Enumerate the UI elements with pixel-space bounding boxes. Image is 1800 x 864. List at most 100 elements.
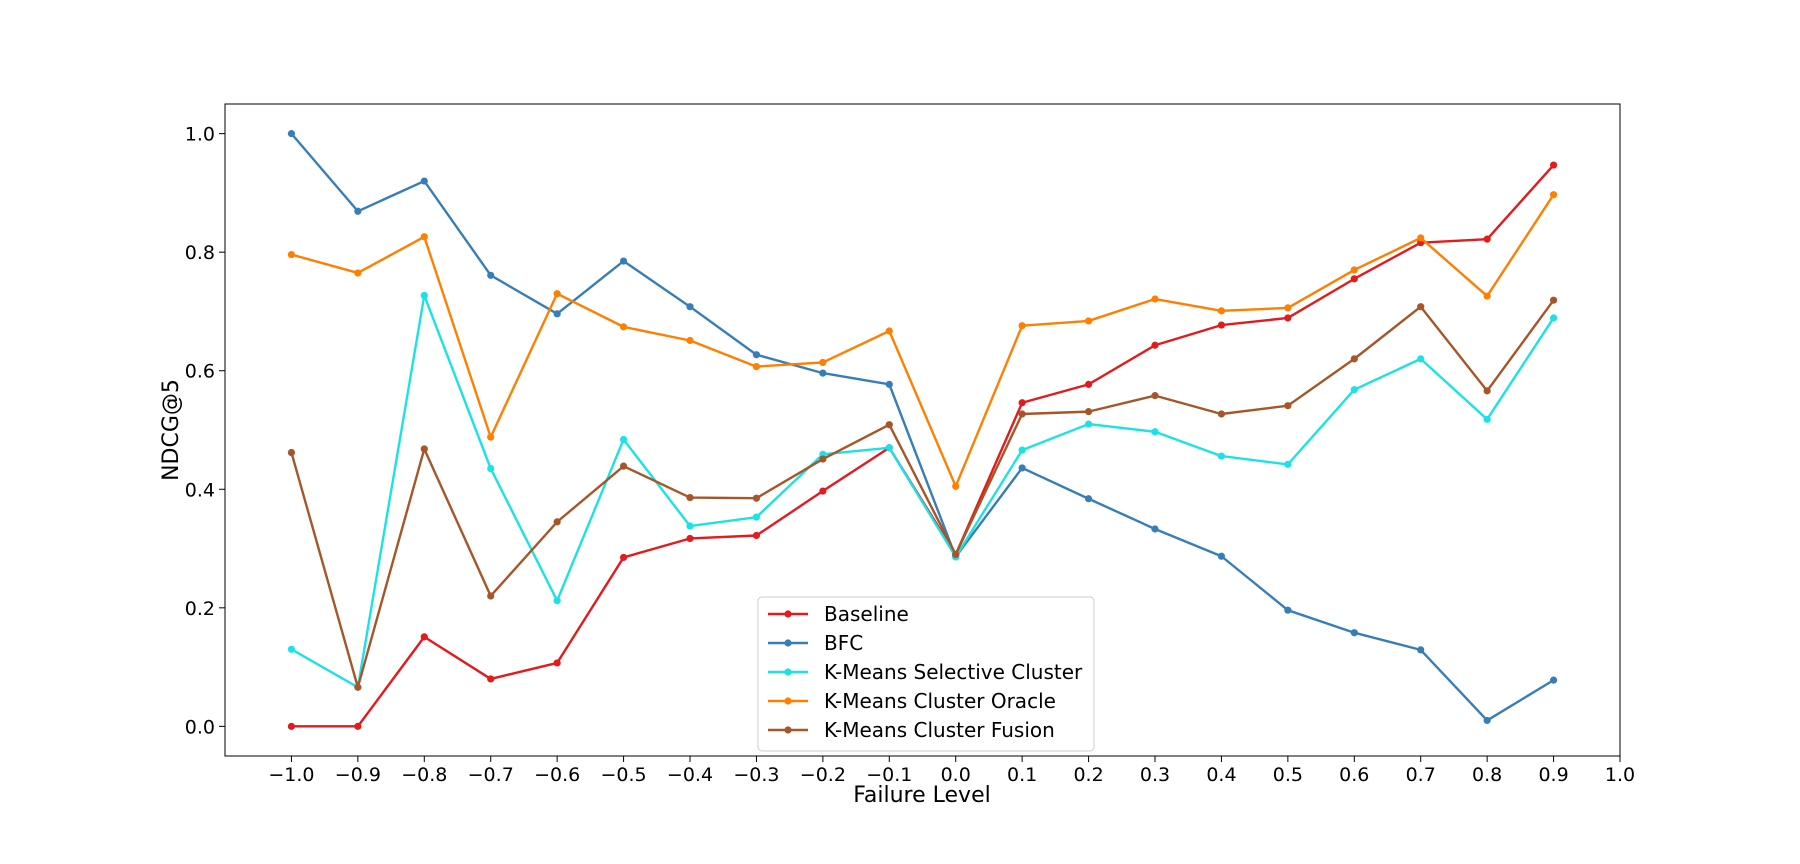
x-tick-label: 0.3	[1140, 764, 1170, 786]
data-point-baseline	[1018, 399, 1026, 407]
data-point-k-means-cluster-fusion	[1284, 402, 1292, 410]
x-axis-label: Failure Level	[853, 783, 990, 808]
y-tick-label: 0.4	[185, 479, 215, 501]
data-point-k-means-cluster-fusion	[1217, 410, 1226, 418]
x-tick-label: 0.8	[1472, 764, 1502, 786]
data-point-baseline	[1549, 161, 1558, 169]
data-point-k-means-cluster-fusion	[287, 448, 296, 457]
data-point-k-means-cluster-fusion	[885, 421, 893, 429]
data-point-k-means-cluster-fusion	[1084, 408, 1093, 416]
data-point-k-means-selective-cluster	[1151, 428, 1159, 436]
data-point-k-means-cluster-fusion	[752, 494, 761, 502]
data-point-k-means-cluster-fusion	[1350, 355, 1358, 363]
data-point-k-means-cluster-oracle	[553, 290, 561, 298]
x-tick-label: 0.0	[941, 764, 971, 786]
data-point-baseline	[686, 534, 694, 543]
legend-marker	[784, 668, 792, 676]
x-tick-label: −0.6	[534, 764, 580, 786]
legend-marker	[784, 610, 792, 618]
data-point-baseline	[287, 722, 296, 730]
x-tick-label: 0.7	[1406, 764, 1436, 786]
legend-marker	[784, 726, 792, 734]
data-point-k-means-cluster-fusion	[1018, 410, 1026, 418]
data-point-bfc	[1350, 629, 1358, 637]
data-point-k-means-selective-cluster	[752, 513, 761, 521]
data-point-k-means-selective-cluster	[1549, 314, 1558, 322]
data-point-k-means-cluster-oracle	[885, 327, 893, 335]
x-tick-label: −0.4	[667, 764, 713, 786]
x-tick-label: 0.4	[1206, 764, 1236, 786]
data-point-k-means-cluster-oracle	[952, 482, 960, 490]
y-tick-label: 0.6	[185, 361, 215, 383]
data-point-bfc	[1549, 676, 1558, 684]
x-tick-label: −0.1	[866, 764, 912, 786]
x-tick-label: 0.9	[1538, 764, 1568, 786]
data-point-bfc	[885, 380, 893, 388]
data-point-k-means-cluster-fusion	[952, 550, 960, 559]
data-point-baseline	[1483, 235, 1491, 243]
data-point-baseline	[1217, 321, 1226, 329]
data-point-baseline	[1084, 380, 1093, 388]
data-point-k-means-cluster-fusion	[1549, 296, 1558, 304]
data-point-k-means-cluster-oracle	[1549, 191, 1558, 199]
data-point-k-means-cluster-fusion	[819, 455, 827, 463]
data-point-baseline	[553, 659, 561, 667]
y-axis-label: NDCG@5	[159, 379, 184, 481]
data-point-k-means-cluster-oracle	[487, 433, 495, 441]
data-point-k-means-cluster-oracle	[686, 336, 694, 345]
data-point-k-means-selective-cluster	[1217, 452, 1226, 460]
data-point-bfc	[752, 351, 761, 359]
y-tick-label: 1.0	[185, 124, 215, 146]
data-point-k-means-cluster-fusion	[619, 462, 628, 470]
x-tick-label: −0.3	[733, 764, 779, 786]
data-point-bfc	[619, 257, 628, 265]
data-point-k-means-cluster-oracle	[619, 323, 628, 331]
data-point-bfc	[287, 130, 296, 138]
data-point-k-means-cluster-oracle	[1018, 322, 1026, 330]
data-point-k-means-cluster-oracle	[1483, 292, 1491, 300]
data-point-bfc	[354, 207, 362, 215]
data-point-k-means-selective-cluster	[1483, 415, 1491, 423]
data-point-baseline	[354, 722, 362, 730]
data-point-k-means-cluster-fusion	[1151, 392, 1159, 400]
data-point-baseline	[819, 487, 827, 495]
data-point-k-means-cluster-oracle	[1217, 307, 1226, 315]
y-tick-label: 0.2	[185, 598, 215, 620]
data-point-baseline	[619, 553, 628, 562]
data-point-k-means-cluster-oracle	[819, 358, 827, 367]
x-tick-label: 0.5	[1273, 764, 1303, 786]
data-point-bfc	[1084, 495, 1093, 503]
data-point-bfc	[420, 177, 428, 185]
x-tick-label: 0.1	[1007, 764, 1037, 786]
data-point-k-means-selective-cluster	[1018, 446, 1026, 454]
data-point-bfc	[1417, 646, 1425, 654]
legend: Baseline BFC K-Means Selective Cluster K-Me…	[757, 596, 1095, 752]
data-point-bfc	[686, 303, 694, 311]
legend-box	[757, 596, 1095, 752]
data-point-baseline	[487, 675, 495, 683]
legend-marker	[784, 697, 792, 705]
data-point-k-means-selective-cluster	[1084, 420, 1093, 428]
data-point-k-means-selective-cluster	[619, 435, 628, 444]
legend-label: K-Means Selective Cluster	[824, 660, 1083, 684]
data-point-k-means-cluster-fusion	[354, 683, 362, 691]
data-point-baseline	[420, 633, 428, 641]
data-point-k-means-cluster-fusion	[1483, 387, 1491, 395]
data-point-k-means-cluster-oracle	[287, 250, 296, 259]
data-point-k-means-cluster-fusion	[420, 445, 428, 453]
data-point-k-means-selective-cluster	[1350, 386, 1358, 394]
data-point-k-means-selective-cluster	[487, 464, 495, 473]
data-point-k-means-cluster-oracle	[420, 233, 428, 241]
x-tick-label: 1.0	[1605, 764, 1635, 786]
data-point-bfc	[1217, 552, 1226, 560]
data-point-baseline	[1151, 341, 1159, 349]
data-point-k-means-selective-cluster	[1417, 355, 1425, 363]
legend-label: K-Means Cluster Oracle	[824, 689, 1056, 713]
x-tick-label: 0.2	[1073, 764, 1103, 786]
data-point-k-means-cluster-oracle	[354, 269, 362, 277]
data-point-bfc	[819, 369, 827, 377]
x-axis: −1.0 −0.9 −0.8 −0.7 −0.6 −0.5 −0.4 −0.3 −0.2 −0.1…	[268, 756, 1635, 786]
data-point-bfc	[1483, 716, 1491, 725]
series-line-k-means-cluster-fusion	[290, 299, 1555, 689]
